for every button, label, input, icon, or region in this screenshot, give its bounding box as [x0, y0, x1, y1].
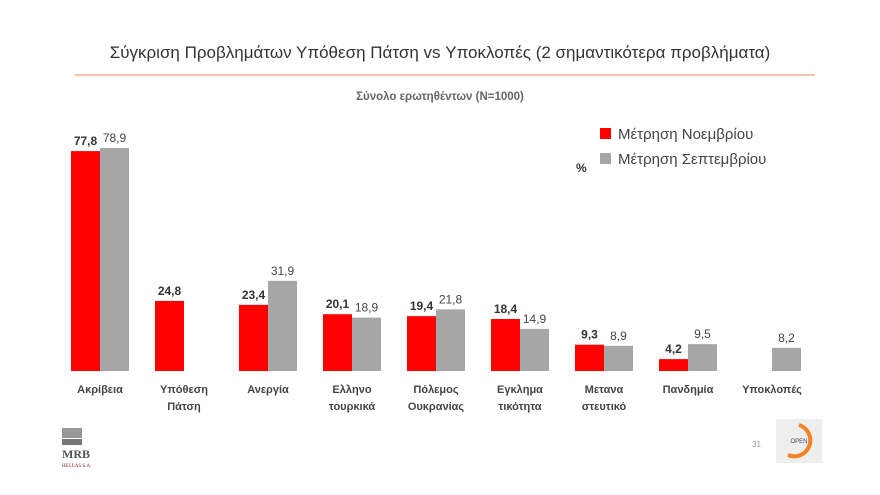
bar-september — [268, 280, 297, 371]
bar-september — [772, 347, 801, 371]
data-label: 23,4 — [242, 288, 266, 302]
data-label: 78,9 — [103, 131, 127, 145]
bar-november — [323, 314, 352, 371]
category-label: Ελληνο — [332, 384, 371, 396]
category-label: τουρκικά — [329, 401, 375, 413]
bar-september — [688, 344, 717, 371]
bar-september — [604, 345, 633, 371]
category-label: Ουκρανίας — [408, 401, 465, 413]
category-label: Υποκλοπές — [742, 384, 802, 396]
data-label: 24,8 — [158, 284, 182, 298]
bar-november — [575, 344, 604, 371]
bar-september — [436, 309, 465, 371]
category-label: τικότητα — [498, 401, 541, 413]
data-label: 18,4 — [494, 302, 518, 316]
category-label: στευτικό — [582, 401, 627, 413]
bar-november — [491, 318, 520, 371]
data-label: 4,2 — [665, 342, 682, 356]
svg-text:MRB: MRB — [62, 447, 90, 461]
data-label: 8,2 — [778, 331, 795, 345]
bar-september — [100, 148, 129, 371]
category-label: Πόλεμος — [413, 384, 458, 396]
category-label: Ακρίβεια — [77, 384, 123, 396]
data-label: 8,9 — [610, 329, 627, 343]
open-logo: OPEN — [776, 419, 822, 463]
svg-text:HELLAS S.A.: HELLAS S.A. — [62, 464, 91, 469]
legend-label: Μέτρηση Σεπτεμβρίου — [618, 151, 766, 168]
chart-title: Σύγκριση Προβλημάτων Υπόθεση Πάτση vs Υπ… — [110, 43, 771, 62]
data-label: 20,1 — [326, 297, 350, 311]
y-unit-label: % — [576, 161, 587, 175]
mrb-logo: MRB HELLAS S.A. — [62, 428, 91, 469]
bar-september — [520, 328, 549, 371]
bar-november — [71, 151, 100, 371]
bar-november — [659, 359, 688, 371]
bar-november — [155, 300, 184, 371]
legend: Μέτρηση Νοεμβρίου Μέτρηση Σεπτεμβρίου — [600, 126, 766, 168]
category-label: Εγκλημα — [497, 384, 543, 396]
legend-swatch — [600, 153, 611, 164]
category-label: Υπόθεση — [160, 384, 208, 396]
svg-text:OPEN: OPEN — [790, 439, 807, 445]
data-label: 19,4 — [410, 299, 434, 313]
bar-november — [407, 316, 436, 371]
legend-swatch — [600, 128, 611, 139]
data-label: 18,9 — [355, 301, 379, 315]
data-label: 14,9 — [523, 312, 547, 326]
data-label: 21,8 — [439, 292, 463, 306]
category-labels: Ακρίβεια Υπόθεση Πάτση Ανεργία Ελληνο τουρκικ… — [77, 384, 802, 413]
bars: 77,8 24,8 23,4 20,1 19,4 18,4 9,3 4,2 78,9 31,9 18… — [71, 131, 801, 371]
bar-september — [352, 317, 381, 371]
category-label: Ανεργία — [247, 384, 289, 396]
data-label: 77,8 — [74, 134, 98, 148]
category-label: Πανδημία — [663, 384, 714, 396]
legend-label: Μέτρηση Νοεμβρίου — [618, 126, 753, 143]
data-label: 9,3 — [581, 328, 598, 342]
data-label: 9,5 — [694, 327, 711, 341]
page-number: 31 — [752, 440, 761, 449]
category-label: Πάτση — [167, 401, 201, 413]
data-label: 31,9 — [271, 264, 295, 278]
chart-subtitle: Σύνολο ερωτηθέντων (N=1000) — [356, 91, 524, 103]
bar-november — [239, 304, 268, 371]
category-label: Μετανα — [585, 384, 624, 396]
